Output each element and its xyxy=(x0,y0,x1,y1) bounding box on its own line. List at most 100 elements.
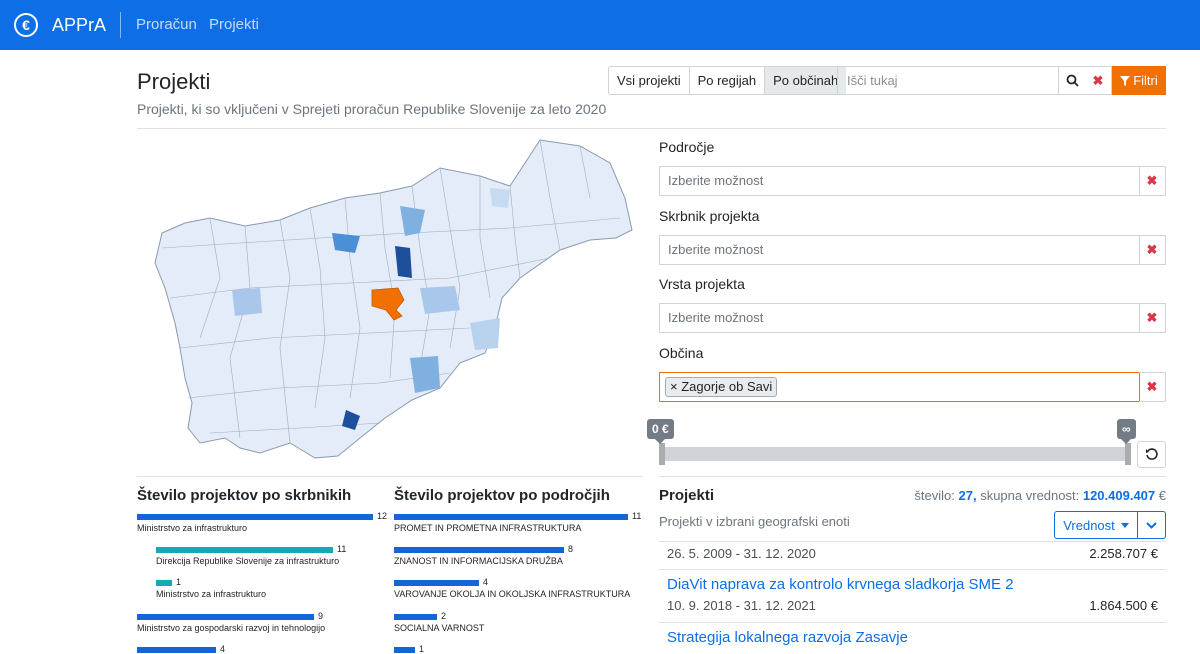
total-unit: € xyxy=(1158,488,1166,503)
municipality-shaded xyxy=(342,410,360,430)
bar-category-label: SOCIALNA VARNOST xyxy=(394,623,485,633)
bar[interactable] xyxy=(156,580,172,586)
brand-name[interactable]: APPrA xyxy=(52,15,107,35)
close-icon: ✖ xyxy=(1092,72,1104,88)
nav-link-projekti[interactable]: Projekti xyxy=(209,16,260,33)
nav-link-proracun[interactable]: Proračun xyxy=(136,16,197,33)
count-label: število: xyxy=(914,488,955,503)
selected-municipality-zagorje[interactable] xyxy=(371,287,405,321)
view-municipalities-button[interactable]: Po občinah xyxy=(764,66,847,95)
total-value: 120.409.407 xyxy=(1082,488,1156,503)
bar[interactable] xyxy=(137,514,373,520)
slider-max-label: ∞ xyxy=(1117,419,1136,444)
bar-value-label: 1 xyxy=(419,644,425,654)
type-filter-label: Vrsta projekta xyxy=(659,276,745,292)
municipality-shaded xyxy=(410,356,440,393)
list-divider xyxy=(659,622,1166,623)
bar-value-label: 12 xyxy=(377,511,388,521)
municipality-shaded xyxy=(332,233,360,253)
search-button[interactable] xyxy=(1059,66,1086,95)
area-clear-button[interactable]: ✖ xyxy=(1139,166,1166,196)
bar[interactable] xyxy=(394,580,479,586)
municipality-select[interactable]: × Zagorje ob Savi xyxy=(659,372,1140,402)
sort-direction-button[interactable] xyxy=(1138,511,1166,539)
areas-chart-title: Število projektov po področjih xyxy=(394,487,610,504)
municipality-shaded xyxy=(420,286,460,314)
chevron-down-icon xyxy=(1146,521,1157,529)
municipality-shaded xyxy=(400,206,425,236)
nav-divider xyxy=(120,12,121,38)
projects-list-title: Projekti xyxy=(659,487,715,504)
clear-search-button[interactable]: ✖ xyxy=(1085,66,1112,95)
bar-category-label: PROMET IN PROMETNA INFRASTRUKTURA xyxy=(394,523,582,533)
owners-chart-title: Število projektov po skrbnikih xyxy=(137,487,352,504)
slider-reset-button[interactable] xyxy=(1137,441,1166,468)
bar[interactable] xyxy=(156,547,333,553)
slider-min-handle[interactable] xyxy=(659,443,665,465)
owner-clear-button[interactable]: ✖ xyxy=(1139,235,1166,265)
bar-value-label: 2 xyxy=(441,611,447,621)
slider-min-label: 0 € xyxy=(647,419,674,444)
project-value: 1.864.500 € xyxy=(1089,598,1158,613)
municipality-filter-label: Občina xyxy=(659,345,704,361)
project-link[interactable]: Strategija lokalnega razvoja Zasavje xyxy=(667,629,908,646)
view-regions-button[interactable]: Po regijah xyxy=(688,66,765,95)
filters-divider xyxy=(659,476,1166,477)
bar-value-label: 4 xyxy=(220,644,226,654)
bar-category-label: Ministrstvo za infrastrukturo xyxy=(156,589,267,599)
municipality-chip[interactable]: × Zagorje ob Savi xyxy=(665,377,778,397)
funnel-icon xyxy=(1120,75,1131,86)
close-icon: ✖ xyxy=(1146,379,1158,394)
chip-label: Zagorje ob Savi xyxy=(681,379,773,394)
bar-category-label: Ministrstvo za infrastrukturo xyxy=(137,523,248,533)
bar[interactable] xyxy=(394,547,564,553)
slider-max-handle[interactable] xyxy=(1125,443,1131,465)
type-clear-button[interactable]: ✖ xyxy=(1139,303,1166,333)
bar-value-label: 11 xyxy=(337,544,347,554)
municipality-clear-button[interactable]: ✖ xyxy=(1139,372,1166,402)
bar[interactable] xyxy=(394,514,628,520)
map-divider xyxy=(137,476,643,477)
filter-button[interactable]: Filtri xyxy=(1112,66,1166,95)
value-range-slider[interactable] xyxy=(659,447,1131,461)
close-icon: ✖ xyxy=(1146,242,1158,257)
municipality-borders xyxy=(161,139,621,444)
euro-logo-icon[interactable]: € xyxy=(14,13,38,37)
project-value: 2.258.707 € xyxy=(1089,546,1158,561)
search-icon xyxy=(1066,74,1079,87)
project-link[interactable]: DiaVit naprava za kontrolo krvnega sladk… xyxy=(667,576,1014,593)
bar-value-label: 11 xyxy=(632,511,642,521)
municipality-shaded xyxy=(395,246,412,278)
municipality-shaded xyxy=(232,288,262,316)
page-title: Projekti xyxy=(137,69,211,94)
chip-remove-icon[interactable]: × xyxy=(670,379,678,394)
page-subtitle: Projekti, ki so vključeni v Sprejeti pro… xyxy=(137,101,607,117)
bar[interactable] xyxy=(394,614,437,620)
projects-subtitle: Projekti v izbrani geografski enoti xyxy=(659,514,850,529)
count-value: 27, xyxy=(958,488,977,503)
sort-field-dropdown[interactable]: Vrednost xyxy=(1054,511,1138,539)
bar[interactable] xyxy=(394,647,415,653)
bar[interactable] xyxy=(137,647,216,653)
owner-filter-label: Skrbnik projekta xyxy=(659,208,760,224)
total-label: skupna vrednost: xyxy=(980,488,1080,503)
bar-value-label: 9 xyxy=(318,611,324,621)
type-select[interactable]: Izberite možnost xyxy=(659,303,1140,333)
bar[interactable] xyxy=(137,614,314,620)
caret-down-icon xyxy=(1120,522,1129,528)
bar-category-label: Direkcija Republike Slovenije za infrast… xyxy=(156,556,340,566)
slovenia-municipality-map[interactable] xyxy=(150,138,640,464)
owner-select[interactable]: Izberite možnost xyxy=(659,235,1140,265)
view-toggle-group: Vsi projekti Po regijah Po občinah xyxy=(608,66,847,95)
bar-category-label: VAROVANJE OKOLJA IN OKOLJSKA INFRASTRUKT… xyxy=(394,589,631,599)
projects-stats: število: 27, skupna vrednost: 120.409.40… xyxy=(914,488,1166,503)
view-all-button[interactable]: Vsi projekti xyxy=(608,66,689,95)
close-icon: ✖ xyxy=(1146,310,1158,325)
list-top-border xyxy=(659,541,1166,542)
filter-button-label: Filtri xyxy=(1133,73,1158,88)
area-select[interactable]: Izberite možnost xyxy=(659,166,1140,196)
bar-value-label: 8 xyxy=(568,544,574,554)
bar-category-label: ZNANOST IN INFORMACIJSKA DRUŽBA xyxy=(394,556,563,566)
search-input[interactable]: Išči tukaj xyxy=(837,66,1059,95)
bar-value-label: 4 xyxy=(483,577,489,587)
